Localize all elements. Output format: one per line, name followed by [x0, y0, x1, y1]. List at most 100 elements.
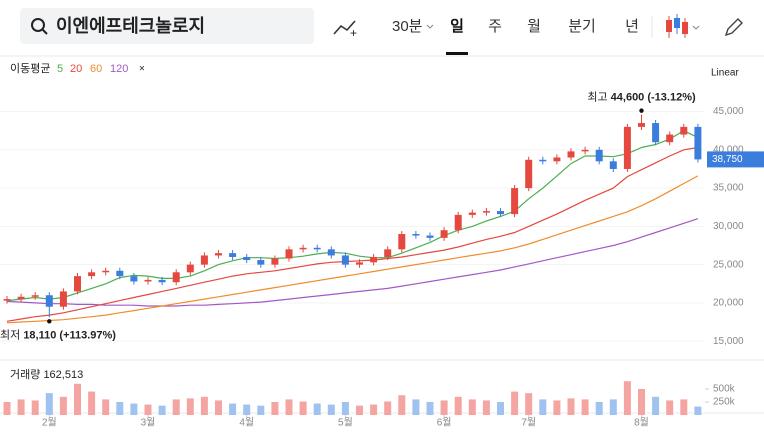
- ma-line: [6, 146, 698, 322]
- volume-bar: [59, 396, 67, 415]
- search-box[interactable]: [20, 8, 314, 44]
- volume-bar: [497, 402, 504, 415]
- volume-bar: [553, 400, 561, 415]
- candle-body: [454, 214, 462, 231]
- ma-line: [6, 175, 699, 324]
- y-tick-label: 25,000: [713, 259, 744, 270]
- candle-body: [539, 159, 547, 162]
- volume-bar: [666, 400, 674, 415]
- volume-bar: [144, 404, 152, 415]
- volume-bar: [511, 391, 519, 415]
- candle-body: [74, 276, 81, 292]
- high-marker: [639, 108, 644, 113]
- volume-bar: [17, 399, 25, 415]
- x-tick-label: 5월: [338, 417, 353, 429]
- low-marker: [47, 319, 52, 324]
- period-tab[interactable]: 년: [625, 18, 639, 35]
- volume-bar: [229, 403, 237, 415]
- volume-bar: [158, 405, 166, 415]
- volume-bar: [200, 396, 208, 415]
- candle-body: [116, 270, 124, 277]
- chart-type-icon[interactable]: [333, 20, 356, 35]
- volume-title: 거래량 162,513: [10, 368, 83, 381]
- volume-bar: [567, 398, 575, 415]
- scale-mode[interactable]: Linear: [711, 68, 739, 79]
- low-text: 18,110 (+113.97%): [23, 329, 116, 341]
- candle-body: [553, 157, 561, 162]
- search-icon[interactable]: [31, 18, 45, 32]
- search-query[interactable]: 이엔에프테크놀로지: [56, 16, 205, 36]
- candle-body: [567, 151, 575, 158]
- legend-entry: 120: [110, 63, 128, 75]
- high-text: 44,600 (-13.12%): [611, 92, 696, 104]
- volume-bar: [623, 381, 631, 415]
- volume-bar: [356, 405, 363, 415]
- volume-bar: [581, 399, 589, 415]
- ma-title: 이동평균: [10, 62, 50, 75]
- period-tab-underline: [446, 52, 468, 55]
- candle-body: [666, 134, 674, 143]
- y-tick-label: 40,000: [713, 144, 744, 155]
- candle-body: [130, 276, 138, 282]
- volume-bar: [31, 400, 39, 415]
- volume-bar: [243, 404, 251, 415]
- price-tag-label: 38,750: [712, 154, 743, 165]
- candle-body: [398, 234, 406, 250]
- volume-tick-label: 250k: [713, 397, 736, 408]
- candle-body: [31, 295, 39, 297]
- volume-bar: [440, 400, 448, 415]
- candle-body: [623, 126, 631, 169]
- candle-body: [356, 262, 363, 265]
- period-tab[interactable]: 월: [527, 18, 541, 35]
- candle-body: [581, 149, 589, 152]
- ma-line: [6, 130, 699, 302]
- volume-bar: [652, 396, 660, 415]
- high-annotation: 최고 44,600 (-13.12%): [587, 91, 696, 104]
- draw-tool-icon[interactable]: [724, 18, 743, 37]
- volume-bar: [680, 399, 688, 415]
- volume-bar: [313, 403, 321, 415]
- candle-body: [694, 126, 702, 160]
- volume-tick-label: 500k: [713, 384, 736, 395]
- low-annotation: 최저 18,110 (+113.97%): [0, 328, 116, 341]
- x-tick-label: 8월: [634, 417, 649, 429]
- volume-title-text: 거래량: [10, 368, 40, 381]
- y-tick-label: 35,000: [713, 183, 744, 194]
- period-tab[interactable]: 일: [450, 18, 464, 35]
- volume-bar: [370, 404, 378, 415]
- candle-body: [638, 123, 645, 127]
- period-tab[interactable]: 분기: [568, 18, 596, 35]
- volume-bar: [257, 405, 265, 415]
- volume-bar: [638, 389, 645, 415]
- candle-body: [440, 230, 448, 238]
- volume-bar: [299, 401, 307, 415]
- legend-entry: 5: [57, 63, 63, 75]
- candle-body: [482, 211, 490, 213]
- candle-body: [412, 234, 420, 236]
- period-tab[interactable]: 주: [488, 18, 502, 35]
- volume-bar: [186, 398, 194, 415]
- candle-body: [327, 249, 335, 256]
- interval-button[interactable]: 30분: [392, 18, 423, 35]
- candle-style-chevron[interactable]: [692, 25, 700, 30]
- volume-bar: [172, 399, 180, 415]
- candle-style-icon[interactable]: [666, 14, 688, 38]
- legend-close[interactable]: ×: [139, 64, 145, 75]
- candle-body: [384, 249, 392, 257]
- volume-bar: [74, 383, 81, 415]
- volume-bar: [45, 393, 53, 415]
- candle-body: [426, 235, 434, 238]
- volume-bar: [426, 402, 434, 415]
- candle-body: [525, 159, 533, 189]
- volume-bar: [341, 402, 349, 415]
- ma-line: [6, 218, 699, 307]
- candle-body: [186, 264, 194, 273]
- x-tick-label: 3월: [141, 417, 156, 429]
- volume-bar: [539, 399, 547, 415]
- volume-bar: [468, 399, 476, 415]
- volume-bar: [454, 396, 462, 415]
- volume-bar: [271, 402, 279, 415]
- candle-body: [468, 212, 476, 215]
- candle-body: [299, 247, 307, 250]
